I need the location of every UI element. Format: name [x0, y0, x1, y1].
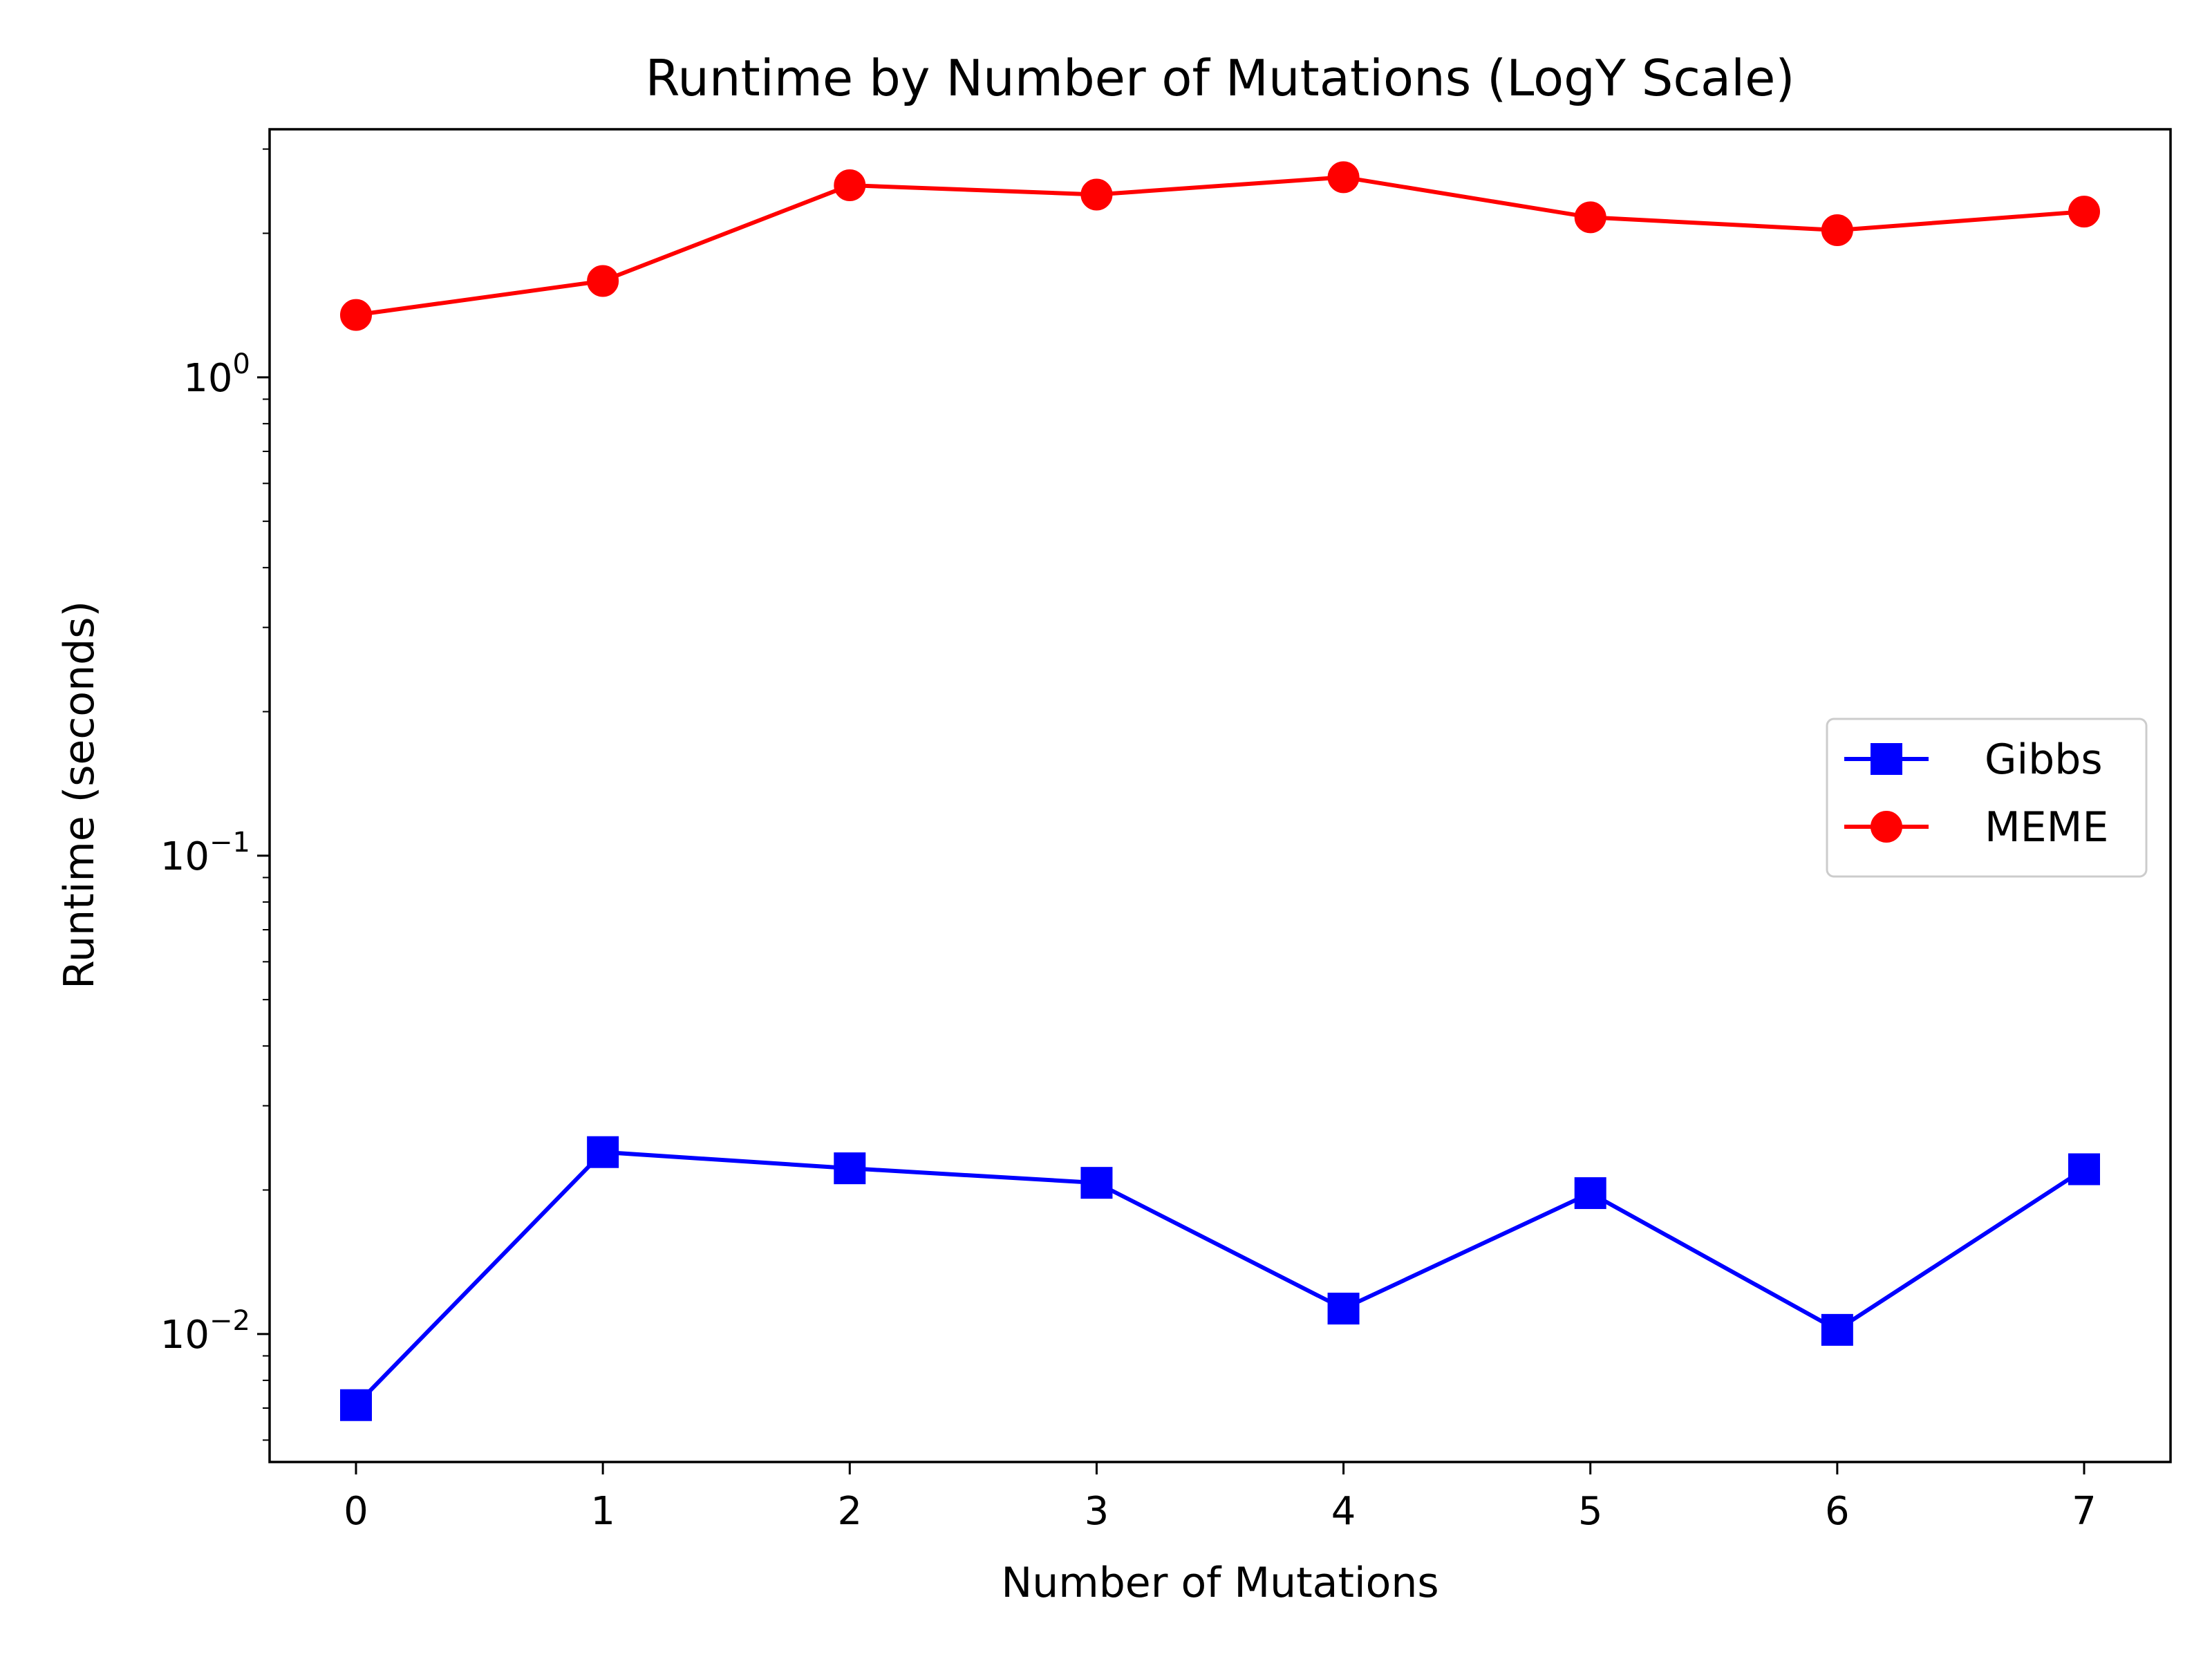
y-axis-label: Runtime (seconds) — [55, 601, 104, 989]
legend-label-gibbs: Gibbs — [1985, 735, 2103, 784]
y-tick-label: 10−1 — [160, 827, 250, 879]
series-gibbs — [340, 1136, 2100, 1421]
data-point-meme — [587, 265, 619, 297]
data-point-gibbs — [1080, 1167, 1113, 1199]
data-point-gibbs — [2068, 1153, 2100, 1185]
x-tick-label: 7 — [2072, 1489, 2097, 1534]
legend-label-meme: MEME — [1985, 803, 2108, 852]
data-point-meme — [340, 299, 372, 331]
data-point-gibbs — [1574, 1177, 1606, 1210]
x-tick-label: 0 — [344, 1489, 368, 1534]
x-tick-label: 1 — [590, 1489, 615, 1534]
x-tick-label: 4 — [1331, 1489, 1356, 1534]
y-tick-label: 10−2 — [160, 1305, 250, 1358]
series-layer — [340, 161, 2100, 1421]
data-point-gibbs — [340, 1389, 372, 1421]
x-tick-label: 5 — [1578, 1489, 1603, 1534]
x-axis-label: Number of Mutations — [1001, 1559, 1438, 1607]
data-point-gibbs — [587, 1136, 619, 1168]
chart-title: Runtime by Number of Mutations (LogY Sca… — [646, 49, 1795, 107]
data-point-meme — [1327, 161, 1360, 194]
x-tick-label: 2 — [837, 1489, 862, 1534]
legend-marker-meme — [1871, 811, 1902, 843]
data-point-meme — [1574, 201, 1606, 234]
series-meme — [340, 161, 2100, 331]
series-line-gibbs — [354, 1150, 2086, 1407]
axis-ticks: 0 1 2 3 4 5 6 7 10−2 10−1 100 — [160, 148, 2097, 1534]
x-tick-label: 6 — [1825, 1489, 1850, 1534]
legend-marker-gibbs — [1871, 743, 1902, 775]
data-point-gibbs — [834, 1152, 866, 1185]
data-point-meme — [2068, 196, 2100, 228]
y-tick-label: 100 — [183, 348, 250, 401]
data-point-meme — [834, 169, 866, 202]
plot-frame — [268, 128, 2172, 1463]
data-point-meme — [1821, 214, 1853, 247]
data-point-gibbs — [1821, 1313, 1853, 1346]
x-tick-label: 3 — [1085, 1489, 1109, 1534]
data-point-meme — [1080, 178, 1113, 211]
series-line-meme — [355, 175, 2085, 317]
data-point-gibbs — [1327, 1293, 1360, 1325]
legend: Gibbs MEME — [1826, 718, 2148, 878]
